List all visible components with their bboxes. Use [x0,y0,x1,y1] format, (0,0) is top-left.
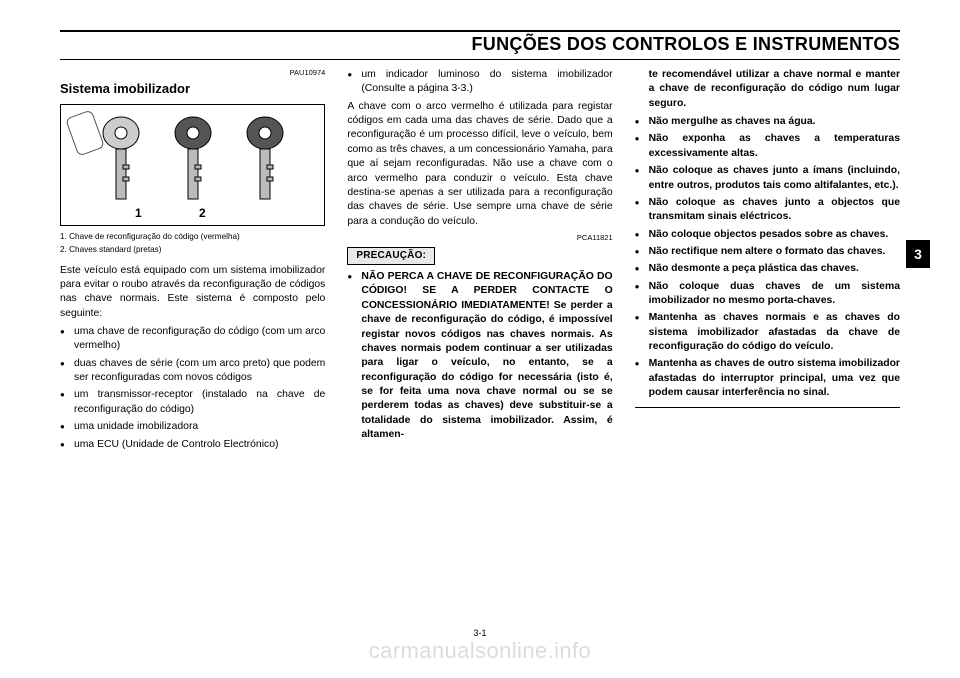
list-item: uma unidade imobilizadora [74,420,325,434]
list-item: Mantenha as chaves de outro sistema imob… [649,357,900,400]
figure-label: 1 [135,205,142,222]
keys-figure: 1 2 [60,104,325,226]
caution-list: Não mergulhe as chaves na água. Não expo… [635,115,900,400]
list-item: NÃO PERCA A CHAVE DE RECONFIGURAÇÃO DO C… [361,270,612,442]
list-item: Não coloque duas chaves de um sistema im… [649,280,900,309]
ref-code: PCA11821 [347,233,612,243]
paragraph: A chave com o arco vermelho é utilizada … [347,100,612,229]
caution-list: NÃO PERCA A CHAVE DE RECONFIGURAÇÃO DO C… [347,270,612,442]
list-item: Não mergulhe as chaves na água. [649,115,900,129]
watermark: carmanualsonline.info [0,638,960,664]
section-heading: Sistema imobilizador [60,80,325,98]
caption-item: 1. Chave de reconfiguração do código (ve… [60,232,325,243]
caution-label: PRECAUÇÃO: [347,247,435,265]
ref-code: PAU10974 [60,68,325,78]
list-item: Não exponha as chaves a temperaturas exc… [649,132,900,161]
list-item: uma ECU (Unidade de Controlo Electrónico… [74,438,325,452]
list-item: Mantenha as chaves normais e as chaves d… [649,311,900,354]
caption-item: 2. Chaves standard (pretas) [60,245,325,256]
key-icon [97,115,145,205]
bullet-list: um indicador luminoso do sistema imobili… [347,68,612,97]
body-text: te recomendável utilizar a chave normal … [635,68,900,111]
list-item: Não coloque objectos pesados sobre as ch… [649,228,900,242]
list-item: duas chaves de série (com um arco preto)… [74,357,325,386]
end-rule [635,407,900,408]
column-3: te recomendável utilizar a chave normal … [635,68,900,455]
top-rule [60,30,900,32]
bullet-list: uma chave de reconfiguração do código (c… [60,325,325,452]
figure-captions: 1. Chave de reconfiguração do código (ve… [60,232,325,255]
body-text: A chave com o arco vermelho é utilizada … [347,100,612,229]
list-item: Não desmonte a peça plástica das chaves. [649,262,900,276]
figure-label: 2 [199,205,206,222]
column-1: PAU10974 Sistema imobilizador 1 2 1. Cha… [60,68,325,455]
content-columns: PAU10974 Sistema imobilizador 1 2 1. Cha… [60,68,900,455]
paragraph: Este veículo está equipado com um sistem… [60,264,325,321]
key-icon [241,115,289,205]
page-title: FUNÇÕES DOS CONTROLOS E INSTRUMENTOS [472,34,901,55]
column-2: um indicador luminoso do sistema imobili… [347,68,612,455]
key-icon [169,115,217,205]
list-item: Não coloque as chaves junto a ímans (inc… [649,164,900,193]
page-header: FUNÇÕES DOS CONTROLOS E INSTRUMENTOS [60,34,900,60]
list-item: Não rectifique nem altere o formato das … [649,245,900,259]
list-item: um transmissor-receptor (instalado na ch… [74,388,325,417]
list-item: Não coloque as chaves junto a objectos q… [649,196,900,225]
manual-page: FUNÇÕES DOS CONTROLOS E INSTRUMENTOS PAU… [0,0,960,678]
list-item: uma chave de reconfiguração do código (c… [74,325,325,354]
chapter-tab: 3 [906,240,930,268]
chapter-number: 3 [914,246,922,262]
page-number: 3-1 [0,628,960,638]
body-text: Este veículo está equipado com um sistem… [60,264,325,321]
list-item: um indicador luminoso do sistema imobili… [361,68,612,97]
paragraph: te recomendável utilizar a chave normal … [635,68,900,111]
